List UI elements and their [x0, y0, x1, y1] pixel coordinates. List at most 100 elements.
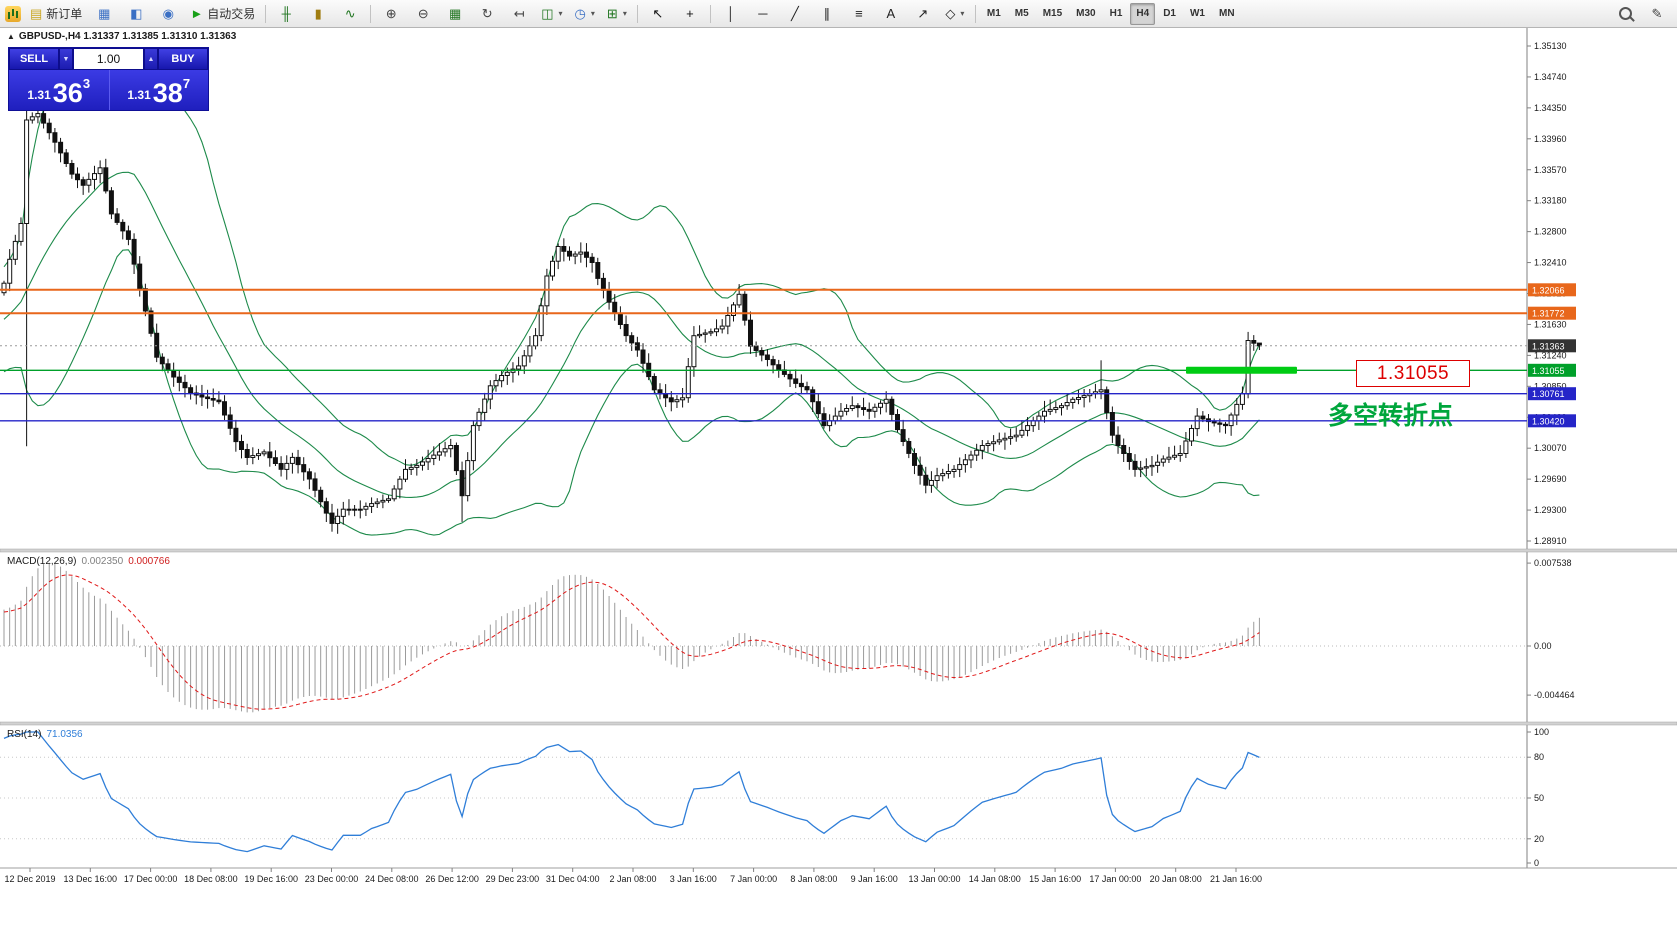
edit-pencil-icon[interactable]: ✎ — [1642, 2, 1672, 26]
candle-body — [883, 398, 889, 404]
candle-body — [527, 345, 533, 357]
price-badge-text: 1.30761 — [1532, 389, 1565, 399]
time-axis-label: 7 Jan 00:00 — [730, 874, 777, 884]
candle-body — [889, 398, 895, 415]
price-axis-label: 1.29690 — [1534, 474, 1567, 484]
candle-body — [1008, 436, 1014, 439]
macd-panel[interactable] — [0, 562, 1527, 713]
trendline-icon[interactable]: ╱ — [780, 2, 810, 26]
periods-dropdown[interactable]: ◷ ▾ — [570, 2, 600, 26]
arrows-tool-icon[interactable]: ↗ — [908, 2, 938, 26]
highlight-segment[interactable] — [1186, 366, 1297, 374]
timeframe-button-h1[interactable]: H1 — [1109, 8, 1123, 19]
timeframe-button-m1[interactable]: M1 — [986, 8, 1001, 19]
candle-body — [623, 324, 629, 337]
charts-window-icon[interactable]: ▦ — [89, 2, 119, 26]
level-price-callout[interactable]: 1.31055 — [1356, 360, 1470, 387]
candle-body — [1200, 415, 1206, 420]
buy-button[interactable]: BUY — [158, 48, 208, 70]
timeframe-button-mn[interactable]: MN — [1218, 8, 1235, 19]
turning-point-text[interactable]: 多空转折点 — [1328, 402, 1454, 430]
volume-input[interactable] — [74, 52, 143, 66]
text-tool-icon[interactable]: A — [876, 2, 906, 26]
new-order-button[interactable]: ▤ 新订单 — [25, 2, 87, 26]
candle-body — [951, 468, 957, 472]
timeframe-button-m5[interactable]: M5 — [1014, 8, 1029, 19]
candle-body — [239, 441, 244, 450]
navigator-icon[interactable]: ◧ — [121, 2, 151, 26]
candlestick-chart-type-icon[interactable]: ▮ — [303, 2, 333, 26]
candle-body — [1115, 434, 1121, 447]
candle-body — [29, 116, 35, 121]
candle-body — [555, 246, 561, 262]
search-icon[interactable] — [1610, 2, 1640, 26]
periods-dropdown-arrow-icon: ▾ — [590, 9, 595, 18]
auto-scroll-icon[interactable]: ↻ — [472, 2, 502, 26]
bar-chart-type-icon[interactable]: ╫ — [271, 2, 301, 26]
timeframe-button-m30[interactable]: M30 — [1076, 8, 1096, 19]
zoom-in-icon[interactable]: ⊕ — [376, 2, 406, 26]
sell-price[interactable]: 1.31 36 3 — [27, 76, 91, 109]
candle-body — [312, 478, 318, 491]
chart-shift-icon-glyph: ↤ — [513, 6, 525, 21]
edit-pencil-icon-glyph: ✎ — [1651, 6, 1663, 21]
timeframe-button-w1[interactable]: W1 — [1189, 8, 1205, 19]
tile-windows-icon[interactable]: ▦ — [440, 2, 470, 26]
candle-body — [1166, 456, 1172, 460]
cursor-icon[interactable]: ↖ — [643, 2, 673, 26]
candle-body — [256, 453, 261, 457]
price-badge — [1528, 387, 1576, 401]
candle-body — [58, 141, 64, 154]
timeframe-button-d1[interactable]: D1 — [1163, 8, 1176, 19]
candle-body — [346, 508, 352, 511]
candle-body — [691, 335, 697, 368]
time-axis-label: 3 Jan 16:00 — [670, 874, 717, 884]
chart-shift-icon[interactable]: ↤ — [504, 2, 534, 26]
buy-price[interactable]: 1.31 38 7 — [108, 70, 209, 110]
subwindow-arrow-icon[interactable]: ▲ — [7, 32, 15, 41]
help-icon[interactable]: ◉ — [153, 2, 183, 26]
sell-button[interactable]: SELL — [9, 48, 59, 70]
rsi-panel[interactable] — [0, 731, 1527, 853]
auto-trading-button[interactable]: ► 自动交易 — [185, 2, 260, 26]
vertical-line-icon[interactable]: │ — [716, 2, 746, 26]
search-icon — [1618, 7, 1632, 20]
candle-body — [408, 466, 414, 470]
candle-body — [866, 408, 872, 412]
candle-body — [1076, 397, 1081, 400]
candle-body — [561, 246, 567, 252]
candle-body — [250, 455, 256, 459]
crosshair-icon[interactable]: + — [675, 2, 705, 26]
new-chart-dropdown-glyph: ◫ — [541, 6, 554, 21]
bar-chart-type-icon-glyph: ╫ — [281, 6, 291, 21]
line-chart-type-icon[interactable]: ∿ — [335, 2, 365, 26]
indicators-dropdown[interactable]: ⊞ ▾ — [602, 2, 632, 26]
zoom-out-icon[interactable]: ⊖ — [408, 2, 438, 26]
fibonacci-icon[interactable]: ≡ — [844, 2, 874, 26]
candle-body — [1132, 460, 1138, 470]
symbol-ohlc-text: GBPUSD-,H4 1.31337 1.31385 1.31310 1.313… — [18, 31, 237, 42]
channel-icon[interactable]: ∥ — [812, 2, 842, 26]
volume-stepper[interactable]: ▲ — [144, 48, 158, 70]
timeframe-button-h4[interactable]: H4 — [1130, 2, 1156, 25]
timeframe-button-m15[interactable]: M15 — [1042, 8, 1063, 19]
horizontal-line-icon[interactable]: ─ — [748, 2, 778, 26]
candle-body — [606, 289, 612, 303]
panel-separator[interactable] — [0, 721, 1677, 726]
new-chart-dropdown[interactable]: ◫ ▾ — [536, 2, 567, 26]
indicators-dropdown-glyph: ⊞ — [606, 6, 618, 21]
panel-separator[interactable] — [0, 548, 1677, 553]
candle-body — [1183, 440, 1189, 454]
crosshair-icon-glyph: + — [686, 6, 694, 21]
rsi-label: RSI(14) 71.0356 — [7, 729, 83, 740]
candle-body — [810, 389, 816, 403]
candle-body — [979, 445, 985, 451]
time-scale[interactable]: 12 Dec 2019 13 Dec 16:00 17 Dec 00:00 18 De… — [4, 868, 1262, 884]
order-type-dropdown[interactable]: ▼ — [59, 48, 73, 70]
candle-body — [708, 331, 714, 334]
candle-body — [182, 381, 188, 389]
shapes-dropdown[interactable]: ◇ ▾ — [940, 2, 970, 26]
candle-body — [1025, 425, 1031, 431]
candle-body — [318, 489, 324, 503]
